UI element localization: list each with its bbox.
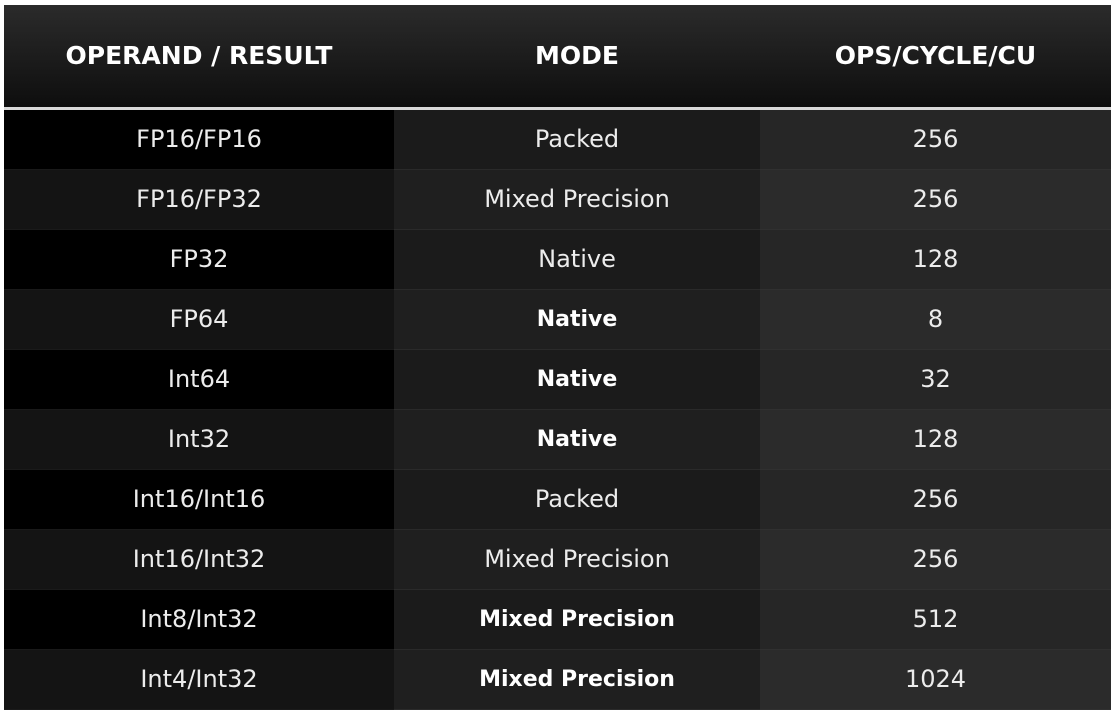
table-body: FP16/FP16 Packed 256 FP16/FP32 Mixed Pre… <box>4 110 1111 710</box>
mode-cell: Packed <box>394 470 760 530</box>
table-header: OPERAND / RESULT MODE OPS/CYCLE/CU <box>4 5 1111 110</box>
operand-cell: Int64 <box>4 350 394 410</box>
table-row: Int16/Int32 Mixed Precision 256 <box>4 530 1111 590</box>
mode-cell: Native <box>394 350 760 410</box>
operand-cell: Int16/Int32 <box>4 530 394 590</box>
header-ops-cycle-cu: OPS/CYCLE/CU <box>834 41 1037 70</box>
mode-cell: Packed <box>394 110 760 170</box>
ops-cell: 256 <box>760 170 1111 230</box>
table-row: FP32 Native 128 <box>4 230 1111 290</box>
table-row: Int16/Int16 Packed 256 <box>4 470 1111 530</box>
table-row: FP16/FP16 Packed 256 <box>4 110 1111 170</box>
table-row: Int64 Native 32 <box>4 350 1111 410</box>
ops-cell: 128 <box>760 410 1111 470</box>
operand-cell: Int16/Int16 <box>4 470 394 530</box>
table-row: FP16/FP32 Mixed Precision 256 <box>4 170 1111 230</box>
mode-cell: Mixed Precision <box>394 590 760 650</box>
mode-cell: Mixed Precision <box>394 530 760 590</box>
ops-cell: 8 <box>760 290 1111 350</box>
ops-cell: 256 <box>760 110 1111 170</box>
ops-table: OPERAND / RESULT MODE OPS/CYCLE/CU FP16/… <box>4 5 1111 710</box>
operand-cell: FP16/FP32 <box>4 170 394 230</box>
operand-cell: Int4/Int32 <box>4 650 394 710</box>
ops-cell: 32 <box>760 350 1111 410</box>
mode-cell: Native <box>394 290 760 350</box>
ops-cell: 256 <box>760 470 1111 530</box>
mode-cell: Mixed Precision <box>394 650 760 710</box>
header-operand-result: OPERAND / RESULT <box>65 41 333 70</box>
operand-cell: FP32 <box>4 230 394 290</box>
ops-cell: 128 <box>760 230 1111 290</box>
table-row: Int32 Native 128 <box>4 410 1111 470</box>
ops-cell: 512 <box>760 590 1111 650</box>
mode-cell: Native <box>394 410 760 470</box>
table-row: FP64 Native 8 <box>4 290 1111 350</box>
operand-cell: Int8/Int32 <box>4 590 394 650</box>
table-row: Int4/Int32 Mixed Precision 1024 <box>4 650 1111 710</box>
operand-cell: FP64 <box>4 290 394 350</box>
table-row: Int8/Int32 Mixed Precision 512 <box>4 590 1111 650</box>
ops-cell: 1024 <box>760 650 1111 710</box>
header-mode: MODE <box>535 41 619 70</box>
mode-cell: Mixed Precision <box>394 170 760 230</box>
ops-cell: 256 <box>760 530 1111 590</box>
mode-cell: Native <box>394 230 760 290</box>
operand-cell: FP16/FP16 <box>4 110 394 170</box>
operand-cell: Int32 <box>4 410 394 470</box>
